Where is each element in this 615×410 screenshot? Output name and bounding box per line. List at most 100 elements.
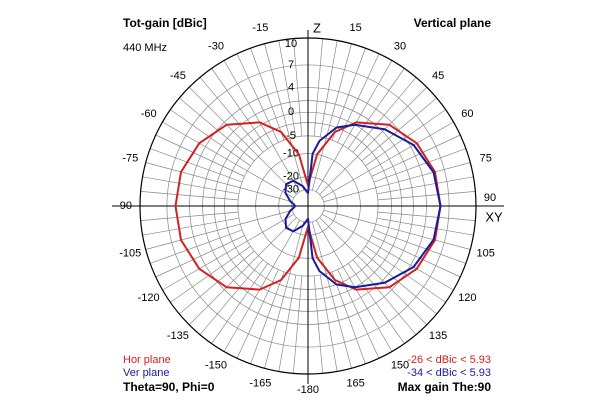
radial-gridline (376, 176, 474, 195)
radial-gridline (145, 209, 293, 250)
angle-label: 150 (391, 359, 409, 371)
angle-label: -150 (205, 359, 227, 371)
angle-label: 30 (394, 41, 406, 53)
radial-gridline (250, 271, 285, 364)
xy-axis-label: XY (485, 209, 503, 224)
radial-gridline (293, 38, 303, 137)
angle-label: Z (313, 20, 321, 35)
radial-gridline (352, 77, 417, 153)
radial-gridline (365, 109, 446, 167)
angle-label: 90 (484, 192, 496, 204)
radial-gridline (142, 176, 240, 195)
radial-gridline (311, 221, 352, 369)
radial-gridline (170, 109, 251, 167)
radial-gridline (319, 274, 338, 372)
angle-label: 45 (432, 70, 444, 82)
radial-gridline (373, 148, 466, 183)
radial-gridline (321, 121, 454, 199)
radial-gridline (373, 229, 466, 264)
radial-gridline (293, 275, 303, 374)
radial-gridline (155, 134, 245, 177)
plane-label: Vertical plane (413, 16, 491, 30)
frequency-label: 440 MHz (123, 42, 168, 54)
radial-gridline (313, 38, 323, 137)
legend-hor-plane: Hor plane (123, 354, 171, 366)
radial-tick-label: -5 (286, 130, 296, 142)
radial-gridline (313, 275, 323, 374)
angle-label: -120 (138, 292, 160, 304)
radial-gridline (315, 219, 393, 352)
angle-label: -105 (119, 248, 141, 260)
radial-gridline (162, 213, 295, 291)
radial-gridline (199, 259, 264, 335)
radial-gridline (361, 97, 437, 162)
radial-gridline (347, 263, 405, 344)
angle-label: -180 (297, 384, 319, 396)
angle-label: 135 (429, 330, 447, 342)
radial-gridline (377, 211, 476, 221)
hor-range-label: -26 < dBic < 5.93 (407, 354, 491, 366)
radial-gridline (376, 217, 474, 236)
radial-tick-label: -30 (283, 184, 299, 196)
radial-gridline (223, 219, 301, 352)
radial-tick-label: 7 (288, 59, 294, 71)
angle-label: -15 (252, 22, 268, 34)
radial-gridline (365, 245, 446, 303)
radial-gridline (150, 148, 243, 183)
angle-label: 60 (461, 108, 473, 120)
radial-gridline (199, 77, 264, 153)
angle-label: -45 (170, 70, 186, 82)
radial-gridline (211, 68, 269, 149)
radial-gridline (142, 217, 240, 236)
angle-label: 165 (346, 378, 364, 390)
angle-label: 75 (480, 152, 492, 164)
radial-gridline (250, 48, 285, 141)
legend-ver-plane: Ver plane (123, 367, 170, 379)
radial-gridline (352, 259, 417, 335)
radial-tick-label: 4 (288, 81, 294, 93)
angle-label: -75 (122, 152, 138, 164)
angle-label: -165 (249, 378, 271, 390)
radial-tick-label: 10 (285, 38, 297, 50)
radial-gridline (377, 191, 476, 201)
radial-gridline (319, 86, 428, 195)
radial-gridline (264, 43, 305, 191)
radial-gridline (323, 162, 471, 203)
angle-label: -30 (208, 41, 224, 53)
radial-gridline (188, 217, 297, 326)
radial-gridline (347, 68, 405, 149)
angle-label: 120 (458, 292, 476, 304)
radial-gridline (331, 271, 366, 364)
radial-tick-label: 0 (288, 106, 294, 118)
radial-gridline (179, 250, 255, 315)
max-gain-label: Max gain The:90 (397, 380, 491, 394)
angle-label: -60 (141, 108, 157, 120)
radial-gridline (179, 97, 255, 162)
radial-gridline (188, 86, 297, 195)
radial-gridline (170, 245, 251, 303)
radial-gridline (162, 121, 295, 199)
radial-gridline (140, 211, 239, 221)
radial-gridline (323, 209, 471, 250)
radial-tick-label: -20 (283, 171, 299, 183)
angle-label: -135 (167, 330, 189, 342)
angles-label: Theta=90, Phi=0 (123, 380, 215, 394)
angle-label: 105 (477, 248, 495, 260)
radial-gridline (155, 235, 245, 278)
chart-title: Tot-gain [dBic] (123, 16, 207, 30)
ver-range-label: -34 < dBic < 5.93 (407, 367, 491, 379)
angle-label: -90 (116, 200, 132, 212)
radial-gridline (264, 221, 305, 369)
radial-gridline (319, 40, 338, 138)
radial-tick-label: -10 (283, 148, 299, 160)
radial-gridline (278, 40, 297, 138)
radial-gridline (371, 235, 461, 278)
radial-gridline (311, 43, 352, 191)
series-ver-plane (284, 123, 442, 289)
radial-gridline (145, 162, 293, 203)
radial-gridline (211, 263, 269, 344)
radial-gridline (319, 217, 428, 326)
radial-gridline (315, 60, 393, 193)
radial-gridline (150, 229, 243, 264)
